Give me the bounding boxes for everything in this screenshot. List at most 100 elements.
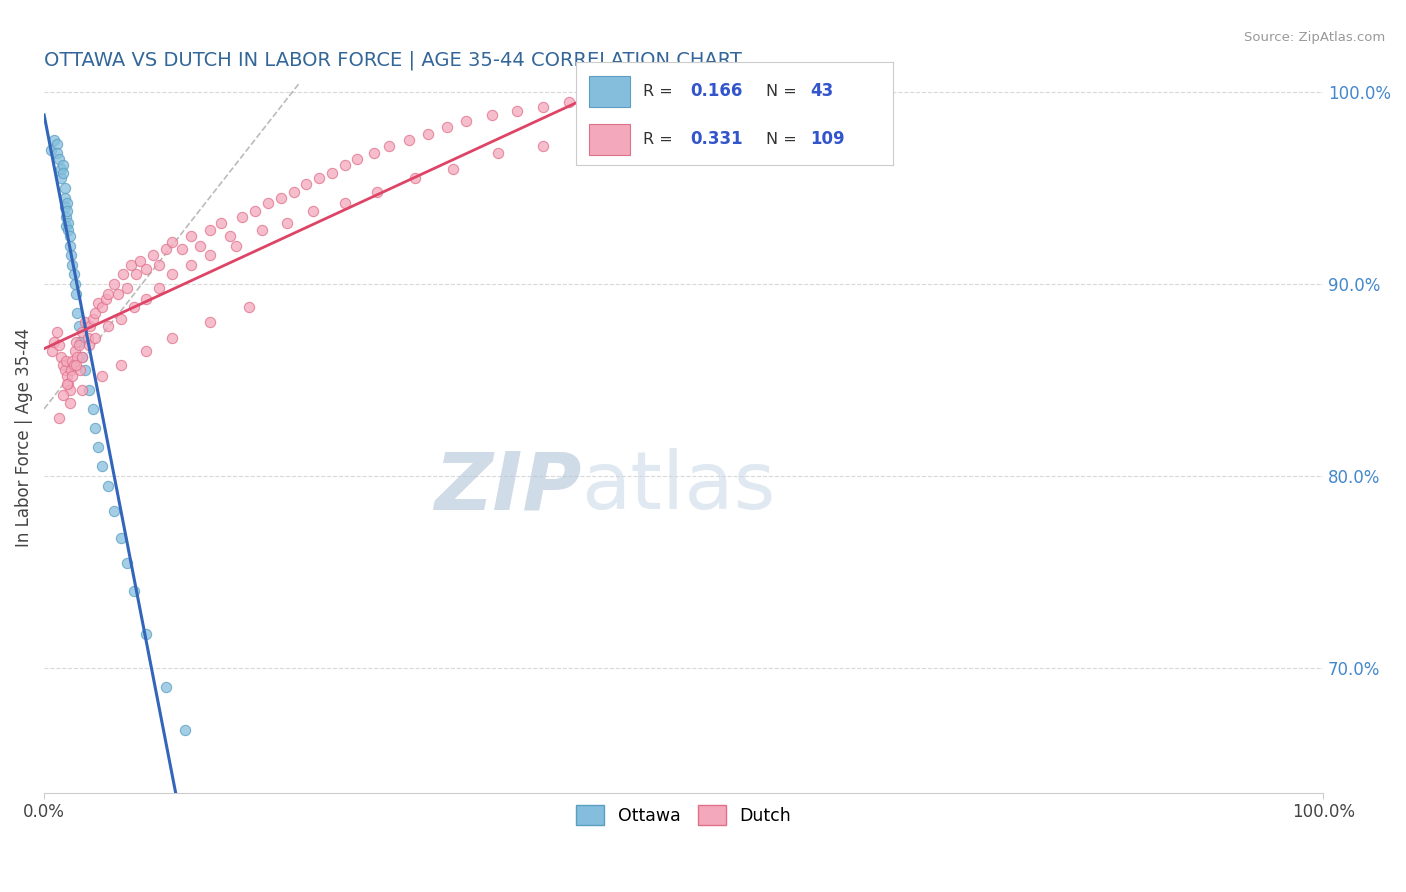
Point [77,338,100,352]
Point [56,204,79,219]
Point [441,161,464,176]
Point [67,338,90,352]
Point [112,268,135,282]
Point [120,258,142,272]
Text: N =: N = [766,84,803,99]
Point [65,286,87,301]
Point [583,127,606,141]
Point [72,383,94,397]
Point [44,334,66,349]
Point [506,104,529,119]
Point [52,158,75,172]
FancyBboxPatch shape [589,124,630,155]
Point [73,363,96,377]
Point [679,88,702,103]
Point [257,196,280,211]
Point [55,210,77,224]
Point [53,191,76,205]
Point [59,229,82,244]
Point [398,133,420,147]
Point [107,286,129,301]
Point [58,216,80,230]
Point [129,254,152,268]
Point [65,358,87,372]
Point [49,350,72,364]
Point [103,277,125,291]
Point [84,421,107,435]
Point [59,238,82,252]
Point [481,108,503,122]
Point [775,100,797,114]
Point [65,334,87,349]
Point [531,100,554,114]
Point [67,319,90,334]
Text: 43: 43 [810,82,834,100]
Point [614,88,637,103]
Point [84,331,107,345]
Point [238,300,260,314]
Point [378,138,401,153]
Point [76,331,98,345]
Point [135,261,157,276]
Point [90,369,112,384]
Point [346,152,368,166]
Point [647,88,669,103]
Text: 0.331: 0.331 [690,130,742,148]
Point [148,258,170,272]
Point [77,383,100,397]
Point [117,281,139,295]
Point [110,358,132,372]
Point [135,293,157,307]
Point [711,108,734,122]
Point [60,258,83,272]
Point [209,216,232,230]
Point [308,171,330,186]
Point [225,238,247,252]
Point [295,177,318,191]
Point [243,204,266,219]
Point [59,248,82,262]
Point [188,238,211,252]
Text: 0.166: 0.166 [690,82,742,100]
Point [63,344,86,359]
Point [82,401,104,416]
Point [155,681,177,695]
Point [135,626,157,640]
Point [301,204,323,219]
Point [180,229,202,244]
Point [283,185,305,199]
Point [122,584,145,599]
Point [142,248,165,262]
Point [45,325,67,339]
Point [103,503,125,517]
Point [200,315,222,329]
Point [52,358,75,372]
Legend: Ottawa, Dutch: Ottawa, Dutch [568,797,800,834]
Point [56,376,79,391]
Point [583,88,606,103]
Point [110,311,132,326]
Point [321,166,343,180]
Point [122,300,145,314]
Text: Source: ZipAtlas.com: Source: ZipAtlas.com [1244,31,1385,45]
Point [97,478,120,492]
Point [72,350,94,364]
Point [366,185,388,199]
Point [531,138,554,153]
Point [416,127,439,141]
Point [52,388,75,402]
Point [87,440,110,454]
Point [363,146,385,161]
Point [39,143,62,157]
Text: ZIP: ZIP [434,449,581,526]
Point [404,171,426,186]
Point [82,311,104,326]
Point [218,229,240,244]
Point [200,223,222,237]
Point [63,277,86,291]
Point [180,258,202,272]
Point [48,411,70,425]
Point [49,161,72,176]
Text: N =: N = [766,132,803,147]
Point [135,344,157,359]
